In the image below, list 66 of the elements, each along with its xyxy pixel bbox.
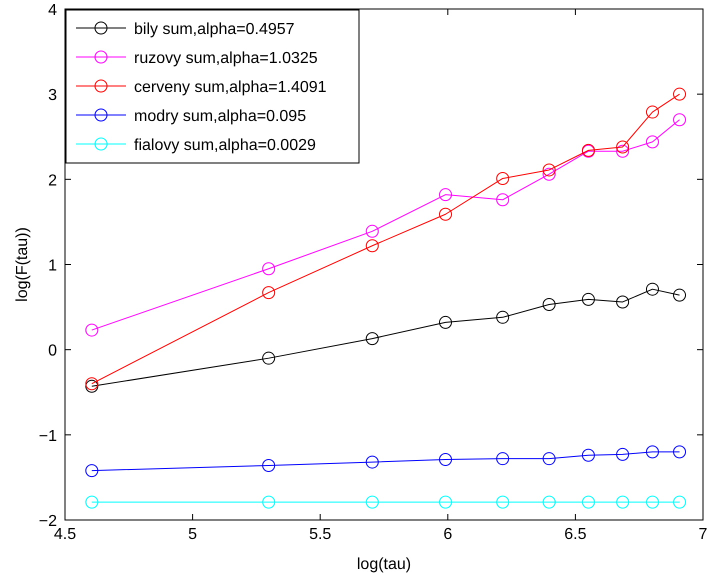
point: [439, 316, 452, 329]
y-axis-title: log(F(tau)): [14, 227, 31, 302]
legend-label: bily sum,alpha=0.4957: [134, 21, 295, 38]
legend-label: fialovy sum,alpha=0.0029: [134, 137, 316, 154]
point: [646, 106, 659, 119]
point: [439, 453, 452, 466]
point: [85, 377, 98, 390]
point: [439, 496, 452, 509]
point: [673, 288, 686, 302]
point: [542, 168, 556, 181]
point: [542, 298, 556, 312]
x-tick-label: 7: [698, 526, 708, 543]
x-tick-label: 6.5: [564, 526, 587, 543]
point: [496, 193, 510, 206]
point: [366, 332, 379, 346]
point: [673, 88, 686, 101]
point: [85, 464, 98, 478]
point: [85, 324, 98, 337]
point: [366, 239, 379, 252]
point: [366, 456, 379, 469]
point: [262, 286, 276, 300]
point: [646, 135, 659, 148]
point: [262, 352, 276, 365]
point: [496, 172, 510, 185]
point: [582, 448, 595, 462]
y-tick-label: 3: [48, 87, 58, 104]
point: [542, 496, 556, 509]
x-tick-label: 5.5: [309, 526, 332, 543]
point: [673, 496, 686, 509]
point: [366, 496, 379, 509]
point: [496, 452, 510, 466]
point: [496, 496, 510, 509]
point: [616, 496, 630, 509]
point: [616, 140, 630, 154]
point: [85, 380, 98, 393]
point: [542, 452, 556, 466]
point: [262, 458, 276, 472]
point: [646, 445, 659, 458]
point: [646, 496, 659, 509]
point: [496, 310, 510, 324]
point: [616, 448, 630, 461]
y-tick-label: 1: [48, 258, 58, 274]
point: [542, 163, 556, 176]
point: [673, 113, 686, 126]
legend-label: ruzovy sum,alpha=1.0325: [134, 50, 318, 67]
x-tick-label: 6: [443, 526, 452, 543]
y-tick-label: −1: [38, 428, 58, 445]
y-tick-label: 0: [48, 342, 58, 360]
x-tick-label: 5: [188, 526, 198, 543]
point: [646, 282, 659, 296]
point: [439, 188, 452, 202]
point: [439, 208, 452, 221]
point: [366, 224, 379, 238]
point: [616, 144, 630, 158]
point: [262, 496, 276, 509]
y-tick-label: 2: [48, 172, 58, 190]
point: [582, 292, 595, 306]
y-tick-label: 4: [48, 2, 58, 19]
point: [582, 496, 595, 509]
legend-label: modry sum,alpha=0.095: [134, 108, 306, 125]
legend-label: cerveny sum,alpha=1.4091: [134, 79, 327, 96]
point: [616, 295, 630, 308]
point: [262, 262, 276, 276]
point: [85, 496, 98, 509]
point: [673, 445, 686, 458]
x-axis-title: log(tau): [356, 556, 412, 573]
